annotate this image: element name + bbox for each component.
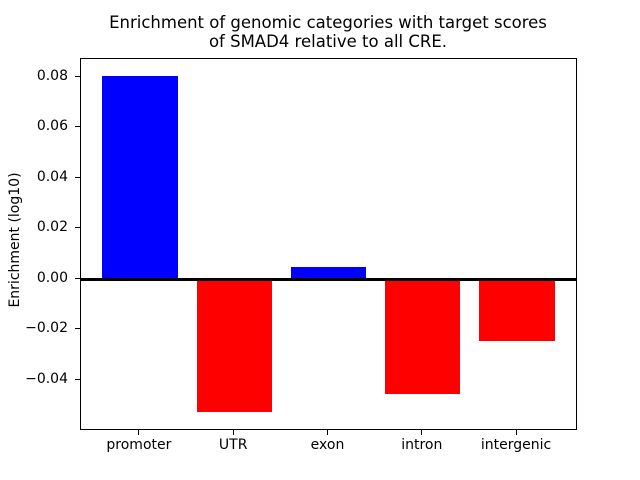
y-tick-mark <box>75 126 80 128</box>
y-tick-label: 0.02 <box>36 219 68 236</box>
bar-exon <box>290 267 367 280</box>
chart-title-line2: of SMAD4 relative to all CRE. <box>208 32 448 52</box>
x-tick-label: intron <box>401 437 443 453</box>
y-tick-label: −0.02 <box>25 320 68 337</box>
x-tick-label: UTR <box>218 437 248 453</box>
bar-promoter <box>102 75 178 280</box>
x-tick-mark <box>421 430 423 435</box>
y-tick-mark <box>75 75 80 77</box>
y-tick-label: −0.04 <box>25 370 68 387</box>
plot-area <box>80 58 577 430</box>
bar-intergenic <box>479 279 555 341</box>
x-tick-label: intergenic <box>480 437 552 453</box>
x-tick-mark <box>138 430 140 435</box>
bar-intron <box>385 279 461 394</box>
x-tick-mark <box>515 430 517 435</box>
y-tick-mark <box>75 328 80 330</box>
x-tick-mark <box>232 430 234 435</box>
x-tick-mark <box>327 430 328 435</box>
bar-UTR <box>196 279 272 413</box>
y-tick-mark <box>75 176 80 178</box>
y-tick-mark <box>75 378 80 380</box>
y-tick-mark <box>75 277 80 279</box>
y-tick-label: 0.04 <box>36 168 68 185</box>
x-tick-label: promoter <box>106 437 172 453</box>
y-tick-label: 0.06 <box>36 118 68 135</box>
zero-line <box>81 277 576 281</box>
y-tick-label: 0.08 <box>36 67 68 84</box>
x-tick-label: exon <box>310 437 345 453</box>
chart-title: Enrichment of genomic categories with ta… <box>80 13 576 52</box>
y-axis-label: Enrichment (log10) <box>7 172 23 308</box>
y-tick-mark <box>75 227 80 229</box>
chart-title-line1: Enrichment of genomic categories with ta… <box>109 13 547 32</box>
y-tick-label: 0.00 <box>36 269 68 286</box>
